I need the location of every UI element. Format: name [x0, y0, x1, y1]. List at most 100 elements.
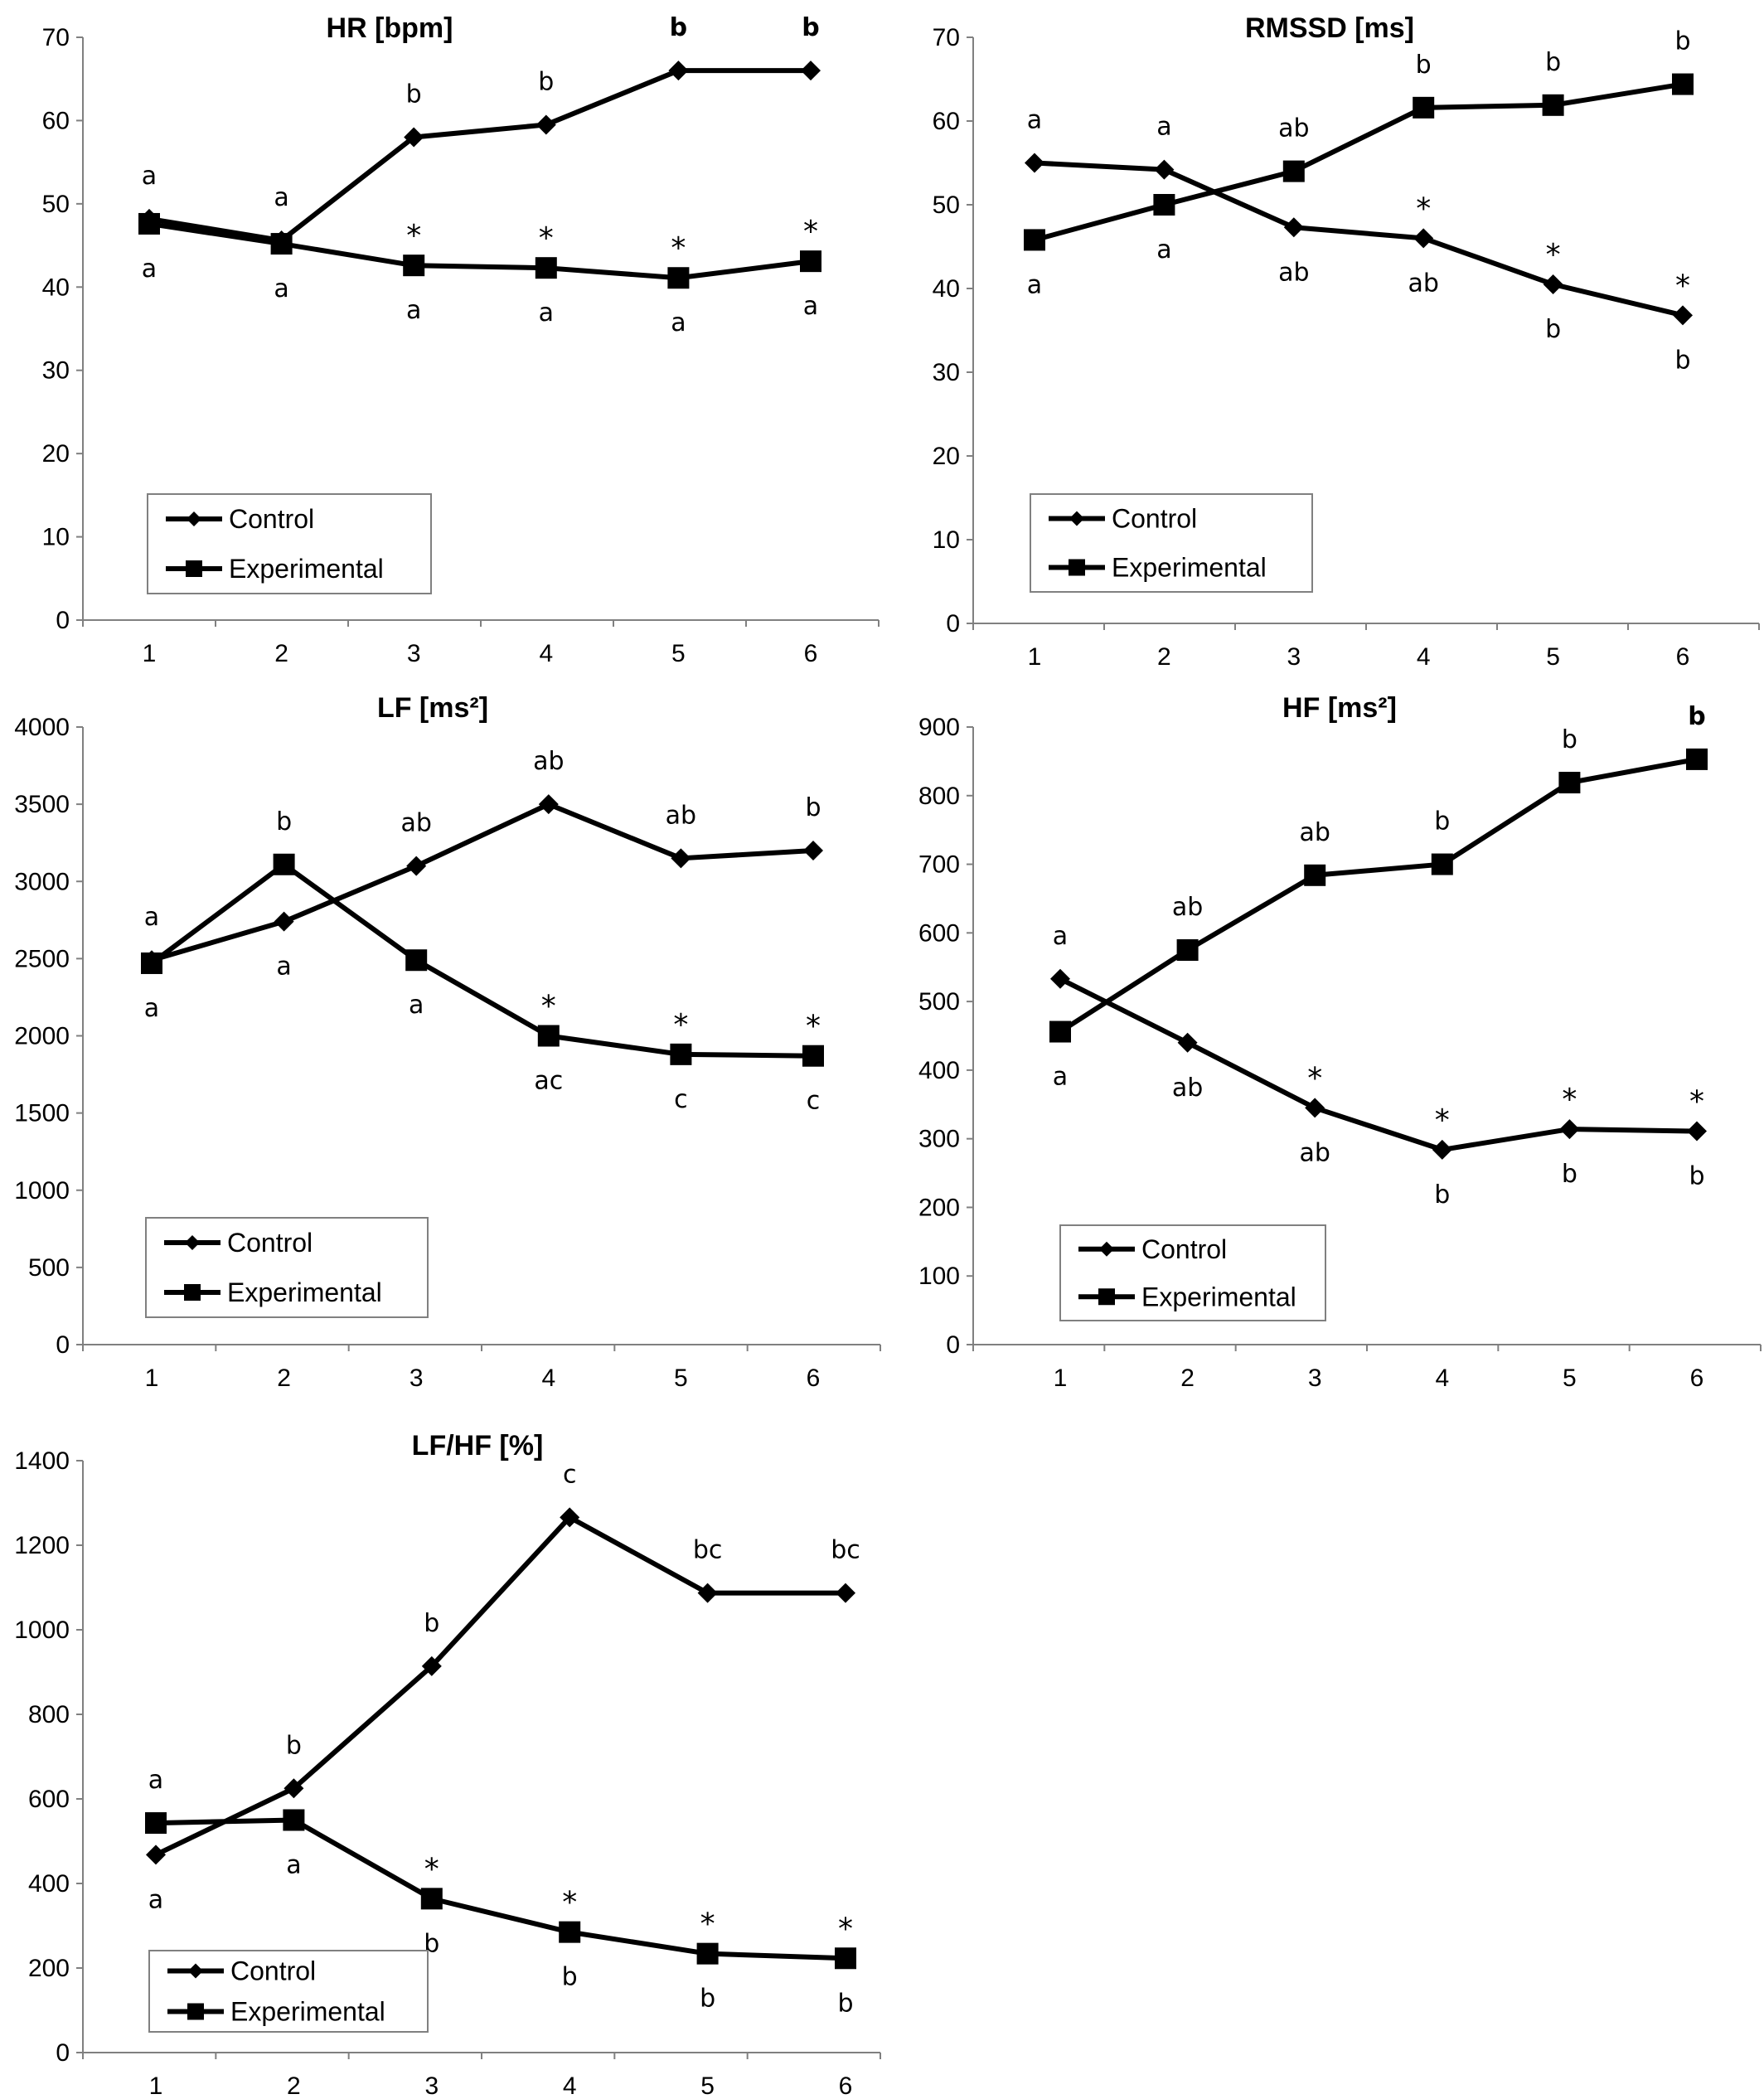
y-tick-label: 50 — [42, 191, 70, 218]
data-point-experimental — [270, 233, 293, 255]
significance-letter: ab — [1278, 258, 1309, 287]
significance-letter: a — [1053, 922, 1068, 951]
data-point-control — [1543, 274, 1563, 294]
significance-letter: b — [538, 67, 554, 96]
significance-letter: b — [1562, 725, 1577, 754]
data-point-experimental — [696, 1942, 719, 1965]
data-point-experimental — [273, 853, 295, 875]
significance-letter: a — [1027, 106, 1042, 135]
chart-lfhf: LF/HF [%] 0 200 400 600 800 1000 1200 1400 1 2 3 4 5 6… — [0, 1426, 882, 2099]
x-tick-label: 3 — [410, 1365, 424, 1392]
data-point-experimental — [835, 1947, 856, 1970]
significance-letter: a — [274, 183, 288, 212]
y-tick-label: 70 — [42, 24, 70, 51]
significance-letter: ab — [666, 801, 696, 830]
data-point-control — [1687, 1121, 1707, 1142]
data-point-control — [1432, 1139, 1452, 1160]
data-point-experimental — [559, 1921, 581, 1943]
legend-swatch-marker — [187, 2003, 204, 2020]
y-tick-label: 0 — [946, 1331, 960, 1359]
x-tick-label: 4 — [539, 640, 553, 667]
y-tick-label: 40 — [933, 275, 960, 303]
y-tick-label: 2000 — [14, 1023, 70, 1050]
y-tick-label: 2500 — [14, 945, 70, 972]
data-point-control — [1673, 305, 1693, 326]
y-tick-label: 0 — [56, 607, 70, 634]
y-tick-label: 600 — [28, 1786, 70, 1813]
significance-letter: ab — [533, 747, 564, 776]
significance-letter: b — [805, 793, 821, 822]
significance-letter: b — [837, 1989, 853, 2018]
data-point-experimental — [535, 257, 557, 279]
legend-swatch-marker — [186, 560, 202, 577]
legend-label-experimental: Experimental — [1141, 1282, 1296, 1311]
significance-letter: b — [700, 1985, 715, 2014]
legend-label-control: Control — [230, 1956, 316, 1986]
data-point-control — [697, 1583, 718, 1603]
legend-label-experimental: Experimental — [1112, 553, 1267, 583]
significance-letter: a — [276, 953, 291, 982]
data-point-control — [1305, 1098, 1325, 1118]
significance-asterisk: * — [1689, 1085, 1704, 1119]
significance-letter: a — [671, 308, 686, 337]
y-tick-label: 1400 — [14, 1447, 70, 1475]
data-point-experimental — [145, 1812, 167, 1835]
data-point-experimental — [1282, 160, 1305, 182]
x-tick-label: 3 — [1308, 1365, 1322, 1392]
y-tick-label: 500 — [28, 1254, 70, 1282]
significance-asterisk: * — [803, 215, 818, 249]
significance-letter: b — [1674, 346, 1690, 375]
significance-letter: ab — [400, 809, 431, 838]
data-point-experimental — [138, 212, 160, 235]
chart-svg: LF/HF [%] 0 200 400 600 800 1000 1200 1400 1 2 3 4 5 6… — [14, 1430, 881, 2099]
x-tick-label: 2 — [1180, 1365, 1195, 1392]
significance-letter: a — [1027, 270, 1042, 299]
data-point-experimental — [403, 254, 425, 277]
x-tick-label: 1 — [145, 1365, 159, 1392]
significance-letter: a — [409, 991, 424, 1020]
x-tick-label: 4 — [541, 1365, 555, 1392]
y-tick-label: 800 — [28, 1701, 70, 1728]
chart-lf: LF [ms²] 0 500 1000 1500 2000 2500 3000 3500 4000… — [0, 688, 882, 1401]
significance-letter: a — [148, 1766, 163, 1795]
significance-letter: a — [142, 254, 157, 284]
data-point-experimental — [800, 250, 821, 273]
y-tick-label: 0 — [56, 1331, 70, 1359]
y-tick-label: 30 — [42, 357, 70, 385]
y-tick-label: 1000 — [14, 1617, 70, 1644]
significance-asterisk: * — [424, 1852, 439, 1886]
x-tick-label: 4 — [1417, 643, 1431, 671]
significance-letter: b — [1545, 48, 1561, 77]
significance-letter: a — [406, 296, 421, 325]
series-line-control — [1034, 160, 1684, 318]
y-tick-label: 900 — [918, 714, 960, 741]
significance-asterisk: * — [806, 1010, 821, 1044]
y-tick-label: 10 — [42, 524, 70, 551]
x-tick-label: 1 — [1028, 643, 1042, 671]
data-point-control — [803, 841, 823, 860]
y-tick-label: 1000 — [14, 1177, 70, 1205]
data-point-control — [538, 794, 559, 815]
significance-letter: a — [144, 994, 159, 1023]
series-line-control — [151, 802, 814, 963]
significance-letter: b — [406, 80, 422, 109]
data-point-control — [1025, 153, 1044, 173]
significance-letter: a — [286, 1851, 301, 1880]
x-tick-label: 5 — [1546, 643, 1560, 671]
legend-box — [1059, 1224, 1326, 1321]
data-point-control — [404, 127, 424, 148]
y-tick-label: 0 — [56, 2039, 70, 2067]
legend-label-control: Control — [1112, 504, 1197, 534]
series-line-experimental — [1034, 81, 1684, 243]
y-tick-label: 400 — [28, 1870, 70, 1898]
x-tick-label: 3 — [407, 640, 421, 667]
data-point-control — [284, 1778, 304, 1799]
x-tick-label: 6 — [804, 640, 818, 667]
series-line-experimental — [150, 861, 814, 1059]
data-point-experimental — [1686, 748, 1708, 770]
legend-swatch-marker — [187, 511, 201, 526]
significance-letter: b — [1416, 51, 1432, 80]
legend-swatch-marker — [184, 1284, 201, 1301]
series-line-experimental — [1059, 756, 1698, 1035]
significance-letter: b — [1688, 702, 1705, 731]
